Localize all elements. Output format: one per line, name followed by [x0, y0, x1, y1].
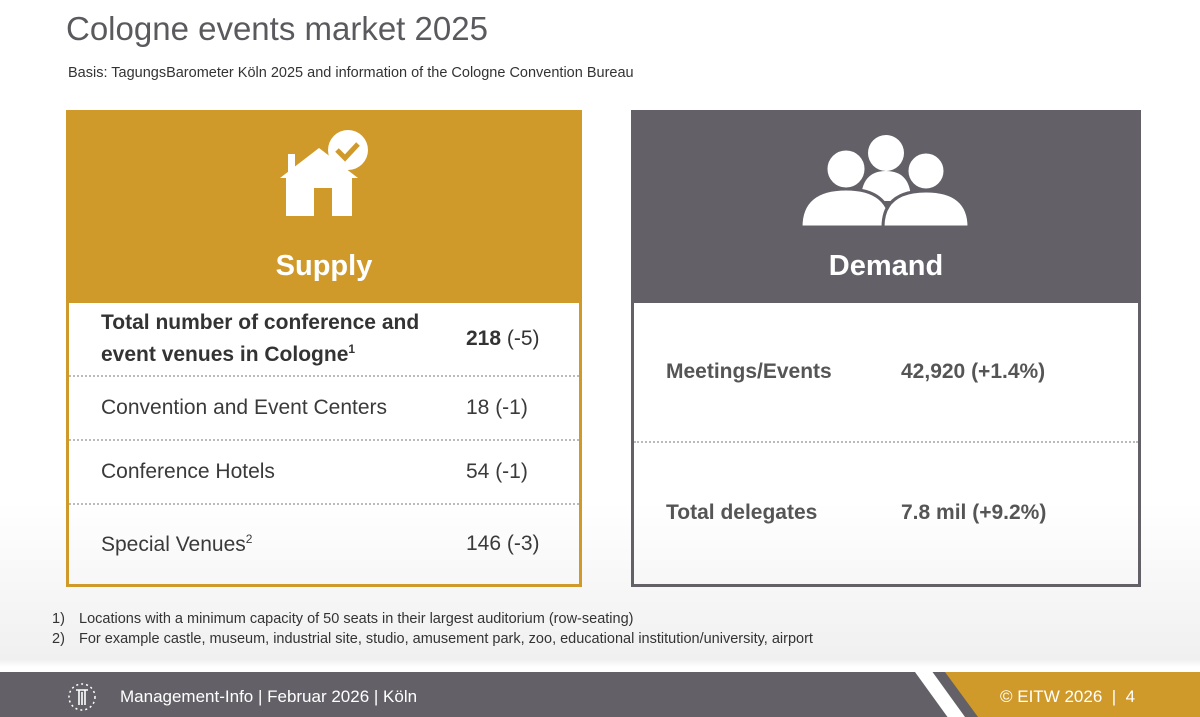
row-value: 42,920 (+1.4%) [901, 360, 1046, 383]
demand-panel: Demand Meetings/Events 42,920 (+1.4%) Tot… [631, 110, 1141, 587]
footnote-ref: 2 [245, 531, 253, 546]
row-value: 54 (-1) [466, 460, 528, 483]
supply-row: Total number of conference and event ven… [69, 303, 579, 377]
footnote: 1) Locations with a minimum capacity of 5… [52, 611, 633, 627]
supply-header: Supply [69, 113, 579, 303]
supply-panel: Supply Total number of conference and ev… [66, 110, 582, 587]
row-key: Conference Hotels [101, 460, 275, 483]
footnote-number: 2) [52, 631, 65, 647]
footer-gold-section [945, 672, 1200, 717]
footnote: 2) For example castle, museum, industrial… [52, 631, 813, 647]
footnote-text: Locations with a minimum capacity of 50 … [79, 611, 634, 627]
page-title: Cologne events market 2025 [66, 10, 488, 47]
row-change: (-5) [501, 327, 540, 350]
row-key: Meetings/Events [666, 360, 832, 383]
demand-row: Total delegates 7.8 mil (+9.2%) [634, 443, 1138, 583]
people-group-icon [801, 135, 971, 229]
row-value: 7.8 mil (+9.2%) [901, 501, 1047, 524]
row-key: Total number of conference and event ven… [101, 311, 420, 366]
demand-label: Demand [828, 250, 944, 282]
supply-label: Supply [275, 250, 373, 282]
basis-note: Basis: TagungsBarometer Köln 2025 and in… [68, 65, 634, 81]
supply-row: Convention and Event Centers 18 (-1) [69, 377, 579, 441]
row-key: Total delegates [666, 501, 818, 524]
supply-row: Special Venues2 146 (-3) [69, 505, 579, 583]
footer-right-text: © EITW 2026 | 4 [1000, 687, 1136, 706]
demand-row: Meetings/Events 42,920 (+1.4%) [634, 303, 1138, 443]
row-key: Convention and Event Centers [101, 396, 388, 419]
footnote-text: For example castle, museum, industrial s… [79, 631, 813, 647]
house-check-icon [280, 130, 368, 216]
footnote-number: 1) [52, 611, 65, 627]
row-value: 18 (-1) [466, 396, 528, 419]
row-key: Special Venues [101, 532, 246, 556]
row-value: 218 [466, 327, 502, 350]
footer-left-text: Management-Info | Februar 2026 | Köln [120, 687, 418, 706]
row-value: 146 (-3) [466, 532, 540, 555]
footnote-ref: 1 [348, 342, 356, 356]
logo-icon [68, 683, 96, 711]
demand-header: Demand [634, 113, 1138, 303]
supply-row: Conference Hotels 54 (-1) [69, 441, 579, 505]
